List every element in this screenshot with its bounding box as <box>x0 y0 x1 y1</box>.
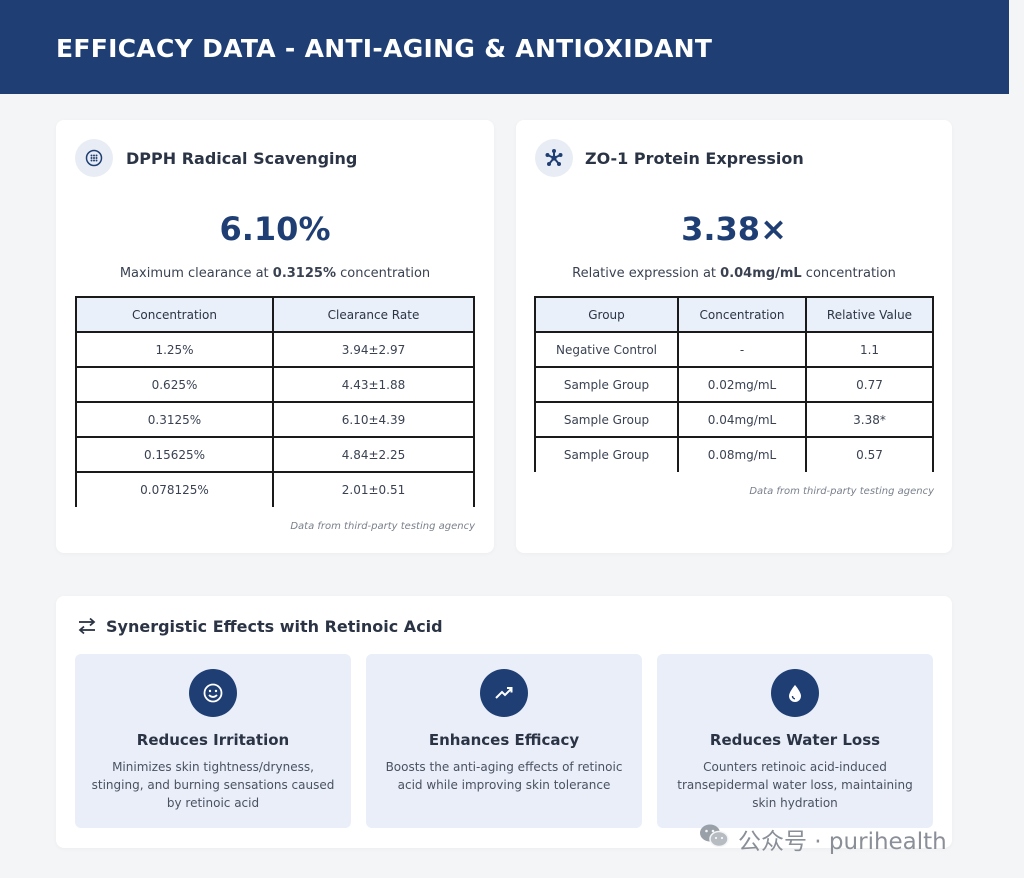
feature-title: Reduces Water Loss <box>709 731 881 749</box>
molecule-icon <box>535 139 573 177</box>
table-cell: 0.77 <box>805 367 934 403</box>
zo1-source-note: Data from third-party testing agency <box>749 486 934 497</box>
table-cell: Sample Group <box>534 367 679 403</box>
table-cell: 0.625% <box>75 367 274 403</box>
table-cell: - <box>677 332 807 368</box>
column-header: Clearance Rate <box>272 296 475 333</box>
table-cell: 0.078125% <box>75 472 274 507</box>
zo1-title: ZO-1 Protein Expression <box>585 149 804 168</box>
dpph-card: DPPH Radical Scavenging 6.10% Maximum cl… <box>56 120 494 553</box>
watermark: 公众号 · purihealth <box>698 822 947 856</box>
dpph-subtitle: Maximum clearance at 0.3125% concentrati… <box>119 266 431 281</box>
wechat-icon <box>698 822 730 856</box>
smile-icon <box>189 669 237 717</box>
synergy-title: Synergistic Effects with Retinoic Acid <box>106 617 443 636</box>
table-cell: 0.15625% <box>75 437 274 473</box>
column-header: Concentration <box>75 296 274 333</box>
feature-card-enhances-efficacy: Enhances Efficacy Boosts the anti-aging … <box>366 654 642 828</box>
synergy-card: Synergistic Effects with Retinoic Acid R… <box>56 596 952 848</box>
table-cell: 2.01±0.51 <box>272 472 475 507</box>
dot-grid-icon <box>75 139 113 177</box>
table-cell: 0.08mg/mL <box>677 437 807 472</box>
table-row: 0.3125% 6.10±4.39 <box>75 402 475 438</box>
dpph-value: 6.10% <box>219 210 331 248</box>
feature-title: Reduces Irritation <box>136 731 290 749</box>
dpph-title: DPPH Radical Scavenging <box>126 149 358 168</box>
table-row: 0.625% 4.43±1.88 <box>75 367 475 403</box>
column-header: Group <box>534 296 679 333</box>
table-cell: Sample Group <box>534 402 679 438</box>
table-row: 0.15625% 4.84±2.25 <box>75 437 475 473</box>
zo1-card: ZO-1 Protein Expression 3.38× Relative e… <box>516 120 952 553</box>
watermark-text: 公众号 · purihealth <box>738 829 947 855</box>
page-header: EFFICACY DATA - ANTI-AGING & ANTIOXIDANT <box>0 0 1009 94</box>
table-cell: 1.25% <box>75 332 274 368</box>
swap-arrows-icon <box>77 617 97 639</box>
page-title: EFFICACY DATA - ANTI-AGING & ANTIOXIDANT <box>56 34 713 63</box>
table-row: Sample Group 0.02mg/mL 0.77 <box>534 367 934 403</box>
table-cell: 3.38* <box>805 402 934 438</box>
column-header: Relative Value <box>805 296 934 333</box>
feature-description: Counters retinoic acid-induced transepid… <box>677 760 913 810</box>
table-row: Sample Group 0.08mg/mL 0.57 <box>534 437 934 472</box>
feature-title: Enhances Efficacy <box>428 731 580 749</box>
feature-card-reduces-irritation: Reduces Irritation Minimizes skin tightn… <box>75 654 351 828</box>
feature-description: Minimizes skin tightness/dryness, stingi… <box>91 760 335 810</box>
feature-card-reduces-water-loss: Reduces Water Loss Counters retinoic aci… <box>657 654 933 828</box>
table-cell: Sample Group <box>534 437 679 472</box>
dpph-table: Concentration Clearance Rate 1.25% 3.94±2… <box>75 296 475 507</box>
zo1-table: Group Concentration Relative Value Negat… <box>534 296 934 472</box>
trend-up-icon <box>480 669 528 717</box>
table-cell: 1.1 <box>805 332 934 368</box>
table-cell: 6.10±4.39 <box>272 402 475 438</box>
dpph-source-note: Data from third-party testing agency <box>290 521 475 532</box>
table-row: Negative Control -1.1 <box>534 332 934 368</box>
table-cell: 0.3125% <box>75 402 274 438</box>
table-cell: 4.43±1.88 <box>272 367 475 403</box>
zo1-value: 3.38× <box>681 210 787 248</box>
table-cell: 4.84±2.25 <box>272 437 475 473</box>
column-header: Concentration <box>677 296 807 333</box>
table-cell: 3.94±2.97 <box>272 332 475 368</box>
table-cell: 0.02mg/mL <box>677 367 807 403</box>
zo1-subtitle: Relative expression at 0.04mg/mL concent… <box>572 266 896 281</box>
table-row: Sample Group 0.04mg/mL 3.38* <box>534 402 934 438</box>
table-row: 0.078125% 2.01±0.51 <box>75 472 475 507</box>
water-drop-icon <box>771 669 819 717</box>
table-cell: Negative Control <box>534 332 679 368</box>
table-row: 1.25% 3.94±2.97 <box>75 332 475 368</box>
table-cell: 0.04mg/mL <box>677 402 807 438</box>
table-cell: 0.57 <box>805 437 934 472</box>
feature-description: Boosts the anti-aging effects of retinoi… <box>385 760 623 792</box>
